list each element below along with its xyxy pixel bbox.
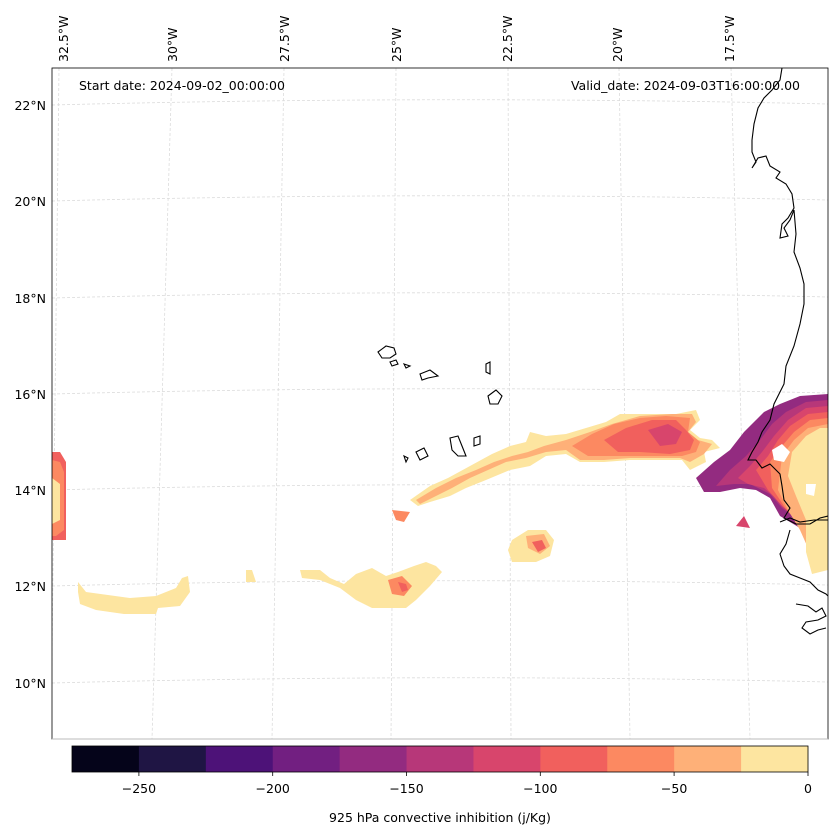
contour-small-patch-a [246,570,256,582]
colorbar-swatch [607,746,675,772]
colorbar-swatch [674,746,742,772]
colorbar-tick-label: −100 [523,781,557,796]
island-brava [403,454,409,464]
colorbar-tick-label: −200 [256,781,290,796]
lat-label-16n: 16°N [14,387,46,402]
contour-small-patch-b [392,510,410,522]
contour-coastal-cream [788,428,828,574]
longitude-gridlines [52,68,751,739]
colorbar-swatch [473,746,541,772]
island-sao-nicolau [419,369,440,381]
island-fogo [415,447,429,461]
lon-label-30w: 30°W [165,27,180,62]
island-sal [485,361,491,375]
start-date-label: Start date: 2024-09-02_00:00:00 [79,78,285,93]
lat-label-12n: 12°N [14,579,46,594]
colorbar-swatch [272,746,341,772]
lat-label-14n: 14°N [14,483,46,498]
island-santa-luzia [402,363,412,369]
contour-west-edge-inner [52,478,60,524]
island-santo-antao [377,345,397,359]
colorbar-swatch [406,746,474,772]
lon-label-17-5w: 17.5°W [722,16,737,62]
island-maio [473,435,481,447]
colorbar-tick-label: −150 [389,781,423,796]
lat-label-10n: 10°N [14,676,46,691]
island-boa-vista [487,389,503,405]
contour-small-patch-d [736,516,750,528]
lon-label-22-5w: 22.5°W [500,16,515,62]
contour-main-band-deepest [648,424,682,446]
lon-label-25w: 25°W [389,27,404,62]
lon-label-20w: 20°W [610,27,625,62]
coastline-gambia [779,517,828,523]
lon-label-27-5w: 27.5°W [277,16,292,62]
coastline-guinea-isles [795,603,827,635]
colorbar-tick-label: −50 [661,781,687,796]
colorbar-swatch [339,746,408,772]
colorbar-swatch [138,746,207,772]
map-content [52,68,828,739]
coastline-africa [747,68,828,525]
island-sao-vicente [389,359,399,367]
lat-label-22n: 22°N [14,98,46,113]
colorbar-swatch [540,746,608,772]
coastline-guinea-bissau [779,529,828,597]
lat-label-18n: 18°N [14,291,46,306]
colorbar-tick-label: 0 [804,781,812,796]
coastlines [377,68,828,635]
colorbar-frame [71,745,809,773]
colorbar-swatch [72,746,140,772]
cin-contours [52,394,828,614]
lon-label-32-5w: 32.5°W [56,16,71,62]
contour-coastal-small-hole [806,484,816,496]
contour-coastal-white-hole [772,444,790,462]
colorbar-swatch [741,746,809,772]
contour-patch-c-core [532,540,546,552]
colorbar-title: 925 hPa convective inhibition (j/Kg) [329,810,551,825]
island-santiago [449,435,467,457]
map-area [52,68,828,739]
contour-southwest-band [78,576,190,614]
colorbar-ticks [138,772,809,776]
lat-label-20n: 20°N [14,194,46,209]
colorbar-tick-label: −250 [122,781,156,796]
contour-central-band [300,562,442,608]
colorbar [72,746,809,772]
colorbar-swatch [205,746,274,772]
valid-date-label: Valid_date: 2024-09-03T16:00:00.00 [571,78,800,93]
contour-central-band-core2 [398,582,408,592]
